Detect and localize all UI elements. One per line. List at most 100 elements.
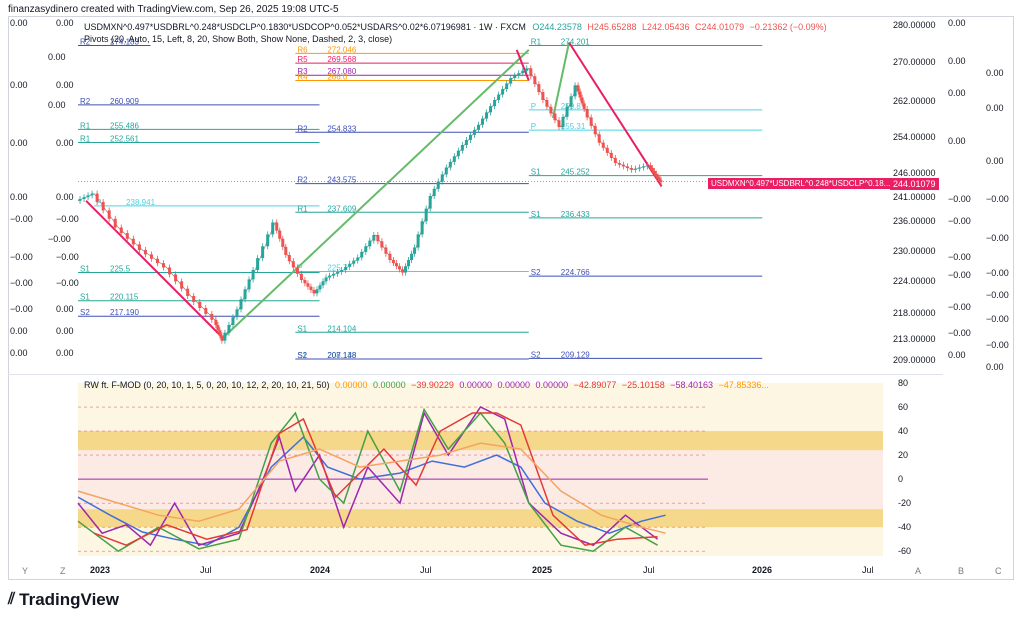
- candle-body: [541, 92, 545, 100]
- candle-body: [597, 134, 601, 143]
- candle-body: [192, 296, 196, 302]
- candle-body: [521, 70, 525, 74]
- time-tick-label: 2026: [752, 565, 772, 575]
- candle-body: [90, 193, 94, 196]
- ohlc-low: L242.05436: [641, 22, 690, 32]
- candle-body: [629, 168, 633, 170]
- candle-body: [149, 254, 153, 259]
- pivot-label: R1: [297, 204, 308, 213]
- candle-body: [131, 238, 135, 245]
- right-side-value: −0.00: [948, 194, 971, 204]
- pivot-label: R3: [297, 67, 308, 76]
- oscillator-name: RW ft. F-MOD (0, 20, 10, 1, 5, 0, 20, 10…: [84, 380, 330, 390]
- candle-body: [388, 253, 392, 260]
- right-side-value: 0.00: [948, 56, 966, 66]
- candle-body: [658, 179, 662, 181]
- price-tick-label: 236.00000: [893, 216, 936, 226]
- left-side-value: 0.00: [10, 18, 28, 28]
- candle-body: [617, 163, 621, 165]
- osc-series-line: [77, 407, 658, 553]
- candle-body: [428, 196, 432, 209]
- candle-body: [180, 281, 184, 289]
- candle-body: [321, 281, 325, 286]
- axis-letter-a: A: [915, 566, 922, 576]
- pivot-value: 243.575: [327, 176, 356, 185]
- candle-body: [380, 241, 384, 248]
- candle-body: [324, 277, 328, 282]
- candle-body: [384, 247, 388, 254]
- osc-tick-label: 0: [898, 474, 903, 484]
- candle-body: [101, 202, 105, 211]
- price-tag-label: USDMXN^0.497*USDBRL^0.248*USDCLP^0.18...: [708, 178, 894, 189]
- brand-text: TradingView: [19, 590, 119, 609]
- candle-body: [266, 234, 270, 247]
- candle-body: [659, 180, 663, 182]
- candle-body: [452, 156, 456, 162]
- candle-body: [605, 147, 609, 153]
- candle-body: [432, 188, 436, 196]
- axis-letter-b: B: [958, 566, 965, 576]
- oscillator-background: [78, 383, 883, 556]
- right-side-value: −0.00: [986, 314, 1009, 324]
- pivots-indicator-label[interactable]: Pivots (20, Auto, 15, Left, 8, 20, Show …: [84, 34, 393, 44]
- osc-value: −47.85336...: [718, 380, 769, 390]
- left-side-value: −0.00: [56, 278, 79, 288]
- candle-body: [525, 68, 529, 71]
- candle-body: [306, 283, 310, 287]
- candle-body: [576, 85, 580, 92]
- right-side-value: −0.00: [986, 233, 1009, 243]
- pivot-label: R2: [297, 176, 308, 185]
- pivot-value: 274.183: [110, 38, 139, 47]
- candle-body: [368, 240, 372, 247]
- left-side-value: 0.00: [10, 348, 28, 358]
- pivot-label: R2: [80, 97, 91, 106]
- candle-body: [210, 313, 214, 320]
- right-side-labels: 0.00 0.00 0.00 0.00 0.00 0.00 0.00 −0.00 −0.00 −0…: [948, 18, 1009, 372]
- pivot-label: R1: [80, 134, 91, 143]
- candle-body: [287, 255, 291, 262]
- pivot-label: P: [297, 264, 302, 273]
- price-axis: 280.00000 270.00000 262.00000 254.00000 246.…: [893, 20, 936, 365]
- candle-body: [649, 165, 653, 169]
- osc-tick-label: -40: [898, 522, 911, 532]
- pivot-lines: R2 274.183 R2 260.909 R1 255.486 R1 252.561 S1 22…: [78, 37, 763, 360]
- osc-value: 0.00000: [459, 380, 492, 390]
- pivot-value: 266.0: [327, 73, 348, 82]
- candle-body: [291, 261, 295, 268]
- trend-line: [222, 49, 530, 339]
- candle-body: [413, 247, 417, 254]
- candle-body: [637, 167, 641, 169]
- candle-body: [573, 85, 577, 97]
- candle-body: [328, 275, 332, 278]
- candle-body: [204, 308, 208, 314]
- candle-body: [656, 176, 660, 178]
- pivot-value: 272.046: [327, 45, 356, 54]
- candle-body: [78, 199, 82, 201]
- candle-body: [360, 251, 364, 258]
- price-tick-label: 224.00000: [893, 276, 936, 286]
- candle-body: [497, 94, 501, 100]
- symbol-header[interactable]: USDMXN^0.497*USDBRL^0.248*USDCLP^0.1830*…: [84, 22, 827, 32]
- ohlc-open: O244.23578: [532, 22, 582, 32]
- candle-body: [513, 75, 517, 79]
- candle-body: [553, 113, 557, 121]
- pivot-value: 255.31: [561, 122, 586, 131]
- ohlc-change: −0.21362 (−0.09%): [749, 22, 827, 32]
- pivot-value: 225.5: [110, 265, 131, 274]
- candle-body: [593, 125, 597, 135]
- candle-body: [256, 258, 260, 270]
- candle-body: [309, 286, 313, 290]
- chart-canvas[interactable]: 280.00000 270.00000 262.00000 254.00000 246.…: [8, 16, 1014, 580]
- pane-divider: [8, 374, 943, 375]
- chart-frame: [8, 16, 1014, 580]
- ohlc-high: H245.65288: [587, 22, 637, 32]
- tradingview-logo[interactable]: ⫽ TradingView: [8, 590, 119, 610]
- pivot-label: S1: [297, 324, 307, 333]
- trend-lines: [85, 41, 663, 339]
- pivot-label: S1: [297, 351, 307, 360]
- candle-body: [416, 234, 420, 248]
- candle-body: [625, 166, 629, 169]
- candle-body: [529, 68, 533, 77]
- oscillator-header[interactable]: RW ft. F-MOD (0, 20, 10, 1, 5, 0, 20, 10…: [84, 380, 769, 390]
- candle-body: [582, 103, 586, 109]
